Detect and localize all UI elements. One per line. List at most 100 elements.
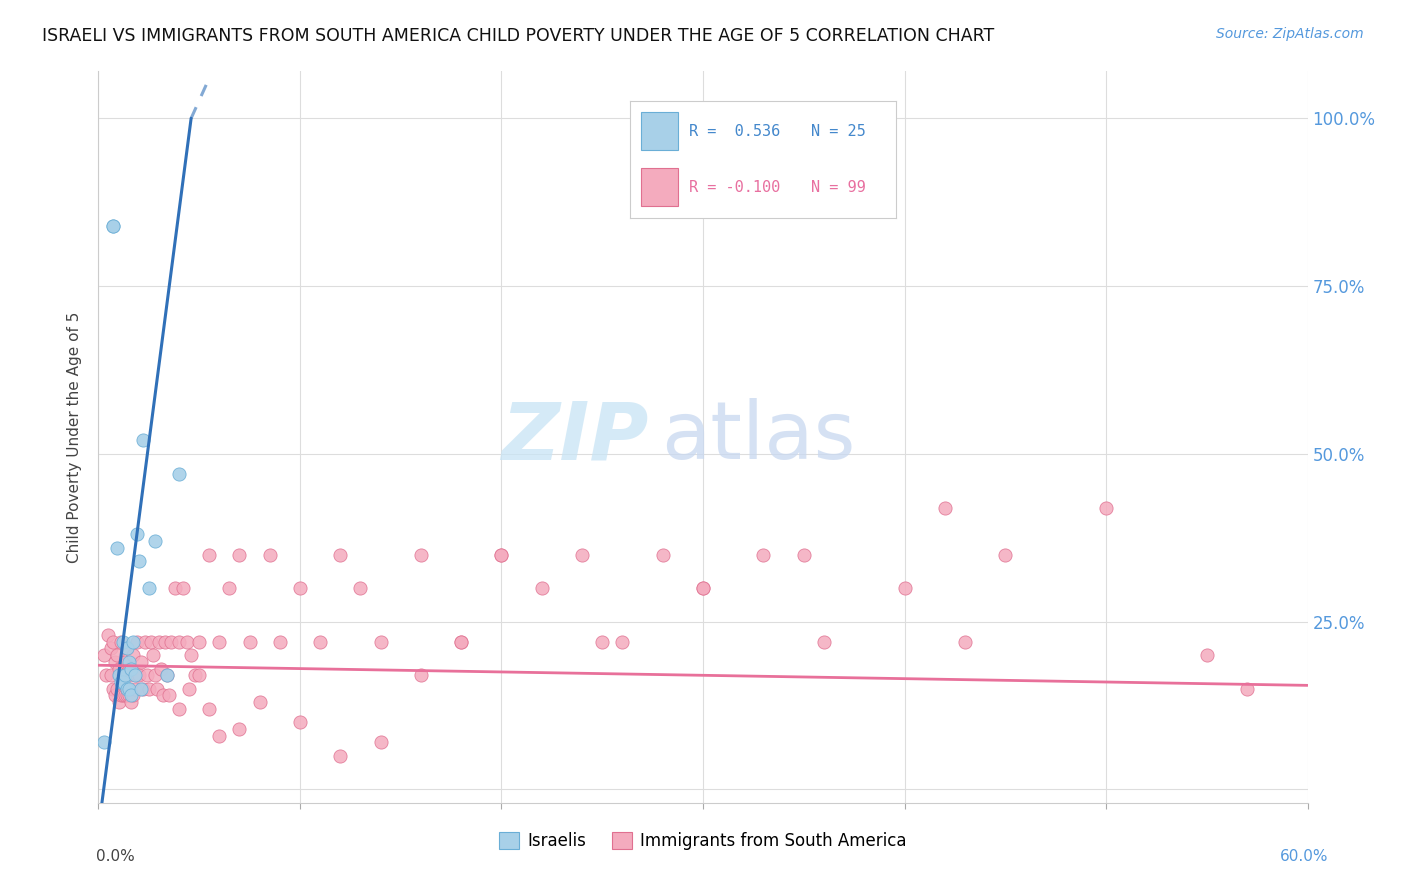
Point (96, 668, 118, 682)
Point (111, 675, 134, 690)
Point (135, 668, 157, 682)
Point (167, 702, 190, 716)
Point (93, 648, 115, 662)
Point (118, 662, 141, 676)
Point (100, 641, 122, 656)
Point (115, 681, 138, 696)
Point (953, 634, 976, 648)
Point (146, 681, 169, 696)
Point (103, 689, 125, 703)
Point (179, 681, 201, 696)
Point (152, 689, 174, 703)
Point (491, 548, 513, 562)
Point (105, 541, 128, 555)
Point (180, 648, 202, 662)
Point (120, 662, 142, 676)
Point (115, 641, 138, 656)
Point (110, 689, 132, 703)
Point (125, 527, 148, 541)
Text: ISRAELI VS IMMIGRANTS FROM SOUTH AMERICA CHILD POVERTY UNDER THE AGE OF 5 CORREL: ISRAELI VS IMMIGRANTS FROM SOUTH AMERICA… (42, 27, 994, 45)
Point (349, 581, 371, 595)
Point (138, 681, 160, 696)
Point (1095, 500, 1118, 515)
Point (111, 689, 134, 703)
Point (110, 634, 132, 648)
Point (409, 548, 432, 562)
Point (125, 668, 148, 682)
Point (591, 634, 613, 648)
Point (167, 634, 190, 648)
Point (128, 554, 150, 568)
Point (111, 668, 134, 682)
Point (143, 534, 166, 549)
Point (172, 581, 194, 595)
Point (148, 634, 170, 648)
Text: atlas: atlas (661, 398, 855, 476)
Point (157, 689, 180, 703)
Point (97, 628, 120, 642)
Point (101, 634, 124, 648)
Point (118, 681, 141, 696)
Point (692, 581, 714, 595)
Point (107, 662, 129, 676)
Text: 60.0%: 60.0% (1281, 849, 1329, 864)
Point (125, 634, 148, 648)
Point (288, 715, 311, 730)
Point (288, 581, 311, 595)
Text: Source: ZipAtlas.com: Source: ZipAtlas.com (1216, 27, 1364, 41)
Point (101, 219, 124, 233)
Point (188, 668, 211, 682)
Point (163, 581, 186, 595)
Point (184, 668, 207, 682)
Point (101, 219, 124, 233)
Point (143, 668, 166, 682)
Point (198, 548, 221, 562)
Point (100, 668, 122, 682)
Point (571, 548, 593, 562)
Point (156, 668, 179, 682)
Point (176, 634, 198, 648)
Point (329, 548, 352, 562)
Point (269, 634, 291, 648)
Point (329, 748, 352, 763)
Point (134, 634, 156, 648)
Point (120, 689, 142, 703)
Point (107, 695, 129, 709)
Point (129, 681, 152, 696)
Text: ZIP: ZIP (501, 398, 648, 476)
Point (934, 500, 956, 515)
Point (370, 735, 392, 749)
Point (114, 668, 136, 682)
Point (530, 581, 553, 595)
Point (651, 548, 673, 562)
Point (149, 662, 172, 676)
Point (118, 689, 141, 703)
Point (309, 634, 332, 648)
Point (121, 634, 143, 648)
Point (450, 634, 472, 648)
Point (142, 648, 165, 662)
Point (160, 634, 183, 648)
Point (218, 581, 240, 595)
Point (156, 668, 179, 682)
Point (208, 634, 231, 648)
Point (111, 634, 134, 648)
Point (153, 634, 176, 648)
Point (124, 681, 146, 696)
Point (450, 634, 472, 648)
Point (115, 641, 138, 656)
Point (198, 702, 221, 716)
Point (893, 581, 915, 595)
Point (228, 722, 250, 736)
Point (167, 467, 190, 481)
Point (105, 648, 128, 662)
Point (93, 735, 115, 749)
Point (132, 434, 155, 448)
Point (813, 634, 835, 648)
Point (114, 689, 136, 703)
Legend: Israelis, Immigrants from South America: Israelis, Immigrants from South America (494, 825, 912, 856)
Point (208, 729, 231, 743)
Point (188, 634, 211, 648)
Point (103, 655, 125, 669)
Point (370, 634, 392, 648)
